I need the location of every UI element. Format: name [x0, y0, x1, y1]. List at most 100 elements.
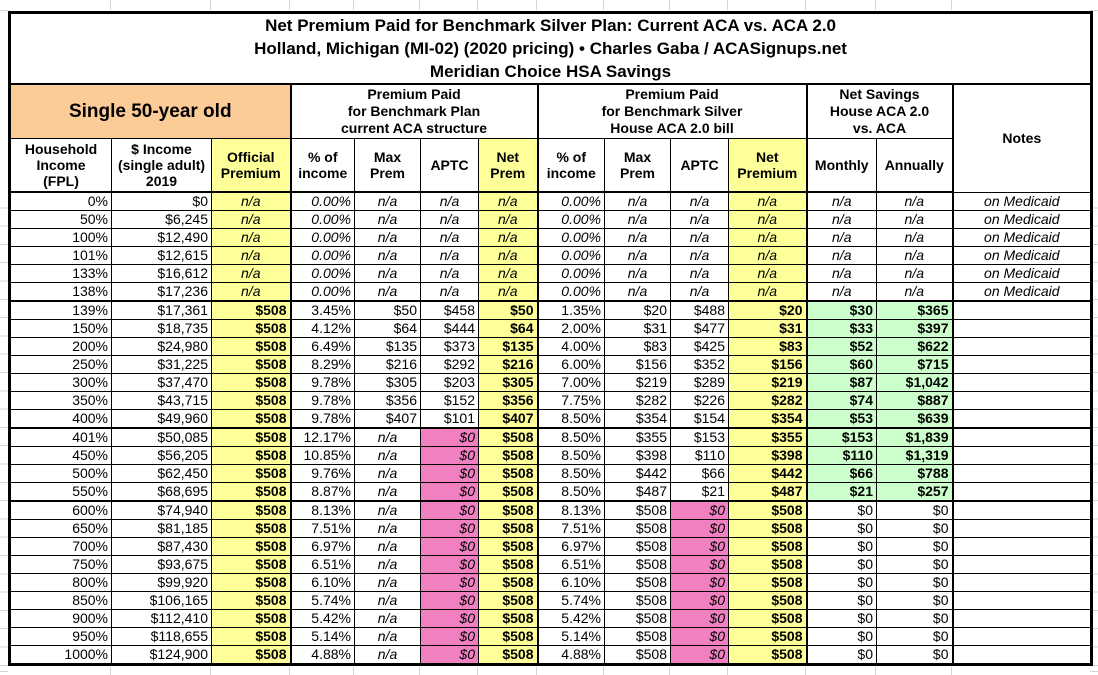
cell-h_net[interactable]: n/a	[728, 264, 808, 283]
column-header[interactable]: Net Premium	[728, 138, 808, 193]
cell-h_net[interactable]: $442	[728, 464, 808, 483]
cell-h_pct[interactable]: 0.00%	[537, 228, 605, 247]
cell-notes[interactable]	[951, 609, 1093, 628]
cell-notes[interactable]	[951, 537, 1093, 556]
cell-aca_aptc[interactable]: $373	[420, 337, 479, 356]
cell-official[interactable]: n/a	[211, 228, 292, 247]
cell-aca_pct[interactable]: 4.12%	[290, 319, 355, 338]
cell-monthly[interactable]: $52	[806, 337, 877, 356]
cell-income[interactable]: $56,205	[111, 446, 212, 465]
cell-monthly[interactable]: $0	[806, 645, 877, 665]
cell-h_net[interactable]: $508	[728, 555, 808, 574]
house-aca-group-header[interactable]: Premium Paid for Benchmark Silver House …	[537, 83, 808, 139]
cell-aca_net[interactable]: $508	[478, 446, 539, 465]
cell-h_aptc[interactable]: $0	[670, 519, 729, 538]
cell-aca_max[interactable]: $216	[354, 355, 421, 374]
cell-h_pct[interactable]: 6.51%	[537, 555, 605, 574]
cell-h_max[interactable]: n/a	[604, 246, 671, 265]
cell-aca_pct[interactable]: 9.78%	[290, 391, 355, 410]
cell-income[interactable]: $99,920	[111, 573, 212, 592]
cell-fpl[interactable]: 200%	[9, 337, 112, 356]
cell-fpl[interactable]: 550%	[9, 482, 112, 502]
cell-monthly[interactable]: n/a	[806, 246, 877, 265]
cell-aca_aptc[interactable]: $0	[420, 645, 479, 665]
cell-fpl[interactable]: 700%	[9, 537, 112, 556]
cell-fpl[interactable]: 500%	[9, 464, 112, 483]
cell-aca_pct[interactable]: 6.51%	[290, 555, 355, 574]
cell-notes[interactable]: on Medicaid	[951, 246, 1093, 265]
table-title[interactable]: Net Premium Paid for Benchmark Silver Pl…	[8, 12, 1093, 85]
cell-aca_net[interactable]: n/a	[478, 246, 539, 265]
cell-annually[interactable]: $1,042	[876, 373, 954, 392]
cell-aca_net[interactable]: $508	[478, 627, 539, 646]
cell-h_max[interactable]: $354	[604, 409, 671, 429]
cell-h_max[interactable]: $442	[604, 464, 671, 483]
cell-official[interactable]: $508	[211, 337, 292, 356]
cell-income[interactable]: $37,470	[111, 373, 212, 392]
cell-monthly[interactable]: $0	[806, 555, 877, 574]
cell-aca_max[interactable]: n/a	[354, 555, 421, 574]
cell-aca_net[interactable]: $508	[478, 645, 539, 665]
cell-aca_max[interactable]: $407	[354, 409, 421, 429]
cell-monthly[interactable]: $60	[806, 355, 877, 374]
cell-monthly[interactable]: $66	[806, 464, 877, 483]
cell-h_max[interactable]: $508	[604, 645, 671, 665]
cell-h_aptc[interactable]: $0	[670, 591, 729, 610]
cell-h_pct[interactable]: 8.50%	[537, 446, 605, 465]
cell-h_aptc[interactable]: n/a	[670, 264, 729, 283]
cell-aca_max[interactable]: $50	[354, 300, 421, 320]
cell-notes[interactable]	[951, 300, 1093, 320]
cell-notes[interactable]	[951, 645, 1093, 665]
cell-official[interactable]: $508	[211, 555, 292, 574]
cell-annually[interactable]: n/a	[876, 246, 954, 265]
cell-h_net[interactable]: n/a	[728, 228, 808, 247]
cell-income[interactable]: $12,615	[111, 246, 212, 265]
cell-aca_aptc[interactable]: n/a	[420, 210, 479, 229]
cell-h_pct[interactable]: 4.88%	[537, 645, 605, 665]
cell-income[interactable]: $12,490	[111, 228, 212, 247]
cell-h_aptc[interactable]: $0	[670, 555, 729, 574]
cell-h_max[interactable]: $508	[604, 555, 671, 574]
cell-fpl[interactable]: 300%	[9, 373, 112, 392]
cell-annually[interactable]: n/a	[876, 191, 954, 211]
cell-h_max[interactable]: $487	[604, 482, 671, 502]
cell-aca_aptc[interactable]: $0	[420, 537, 479, 556]
cell-aca_max[interactable]: n/a	[354, 482, 421, 502]
cell-aca_max[interactable]: n/a	[354, 500, 421, 520]
cell-annually[interactable]: $0	[876, 500, 954, 520]
cell-official[interactable]: $508	[211, 319, 292, 338]
cell-h_pct[interactable]: 0.00%	[537, 191, 605, 211]
cell-aca_max[interactable]: n/a	[354, 264, 421, 283]
cell-official[interactable]: $508	[211, 300, 292, 320]
cell-aca_aptc[interactable]: $444	[420, 319, 479, 338]
cell-monthly[interactable]: n/a	[806, 191, 877, 211]
cell-h_max[interactable]: n/a	[604, 264, 671, 283]
cell-h_pct[interactable]: 4.00%	[537, 337, 605, 356]
cell-fpl[interactable]: 101%	[9, 246, 112, 265]
cell-h_aptc[interactable]: $110	[670, 446, 729, 465]
cell-aca_max[interactable]: n/a	[354, 519, 421, 538]
cell-income[interactable]: $43,715	[111, 391, 212, 410]
cell-annually[interactable]: $0	[876, 537, 954, 556]
cell-aca_pct[interactable]: 3.45%	[290, 300, 355, 320]
column-header[interactable]: $ Income (single adult) 2019	[111, 138, 212, 193]
cell-official[interactable]: $508	[211, 482, 292, 502]
cell-monthly[interactable]: $0	[806, 609, 877, 628]
current-aca-group-header[interactable]: Premium Paid for Benchmark Plan current …	[290, 83, 539, 139]
cell-notes[interactable]	[951, 355, 1093, 374]
cell-notes[interactable]	[951, 319, 1093, 338]
cell-notes[interactable]: on Medicaid	[951, 228, 1093, 247]
cell-monthly[interactable]: $53	[806, 409, 877, 429]
cell-monthly[interactable]: $87	[806, 373, 877, 392]
cell-aca_aptc[interactable]: $203	[420, 373, 479, 392]
cell-official[interactable]: $508	[211, 573, 292, 592]
cell-aca_pct[interactable]: 10.85%	[290, 446, 355, 465]
cell-monthly[interactable]: $0	[806, 627, 877, 646]
cell-h_net[interactable]: $508	[728, 500, 808, 520]
cell-aca_pct[interactable]: 12.17%	[290, 427, 355, 447]
cell-h_max[interactable]: $355	[604, 427, 671, 447]
cell-notes[interactable]	[951, 519, 1093, 538]
cell-h_net[interactable]: $20	[728, 300, 808, 320]
cell-income[interactable]: $17,361	[111, 300, 212, 320]
cell-h_net[interactable]: $508	[728, 609, 808, 628]
